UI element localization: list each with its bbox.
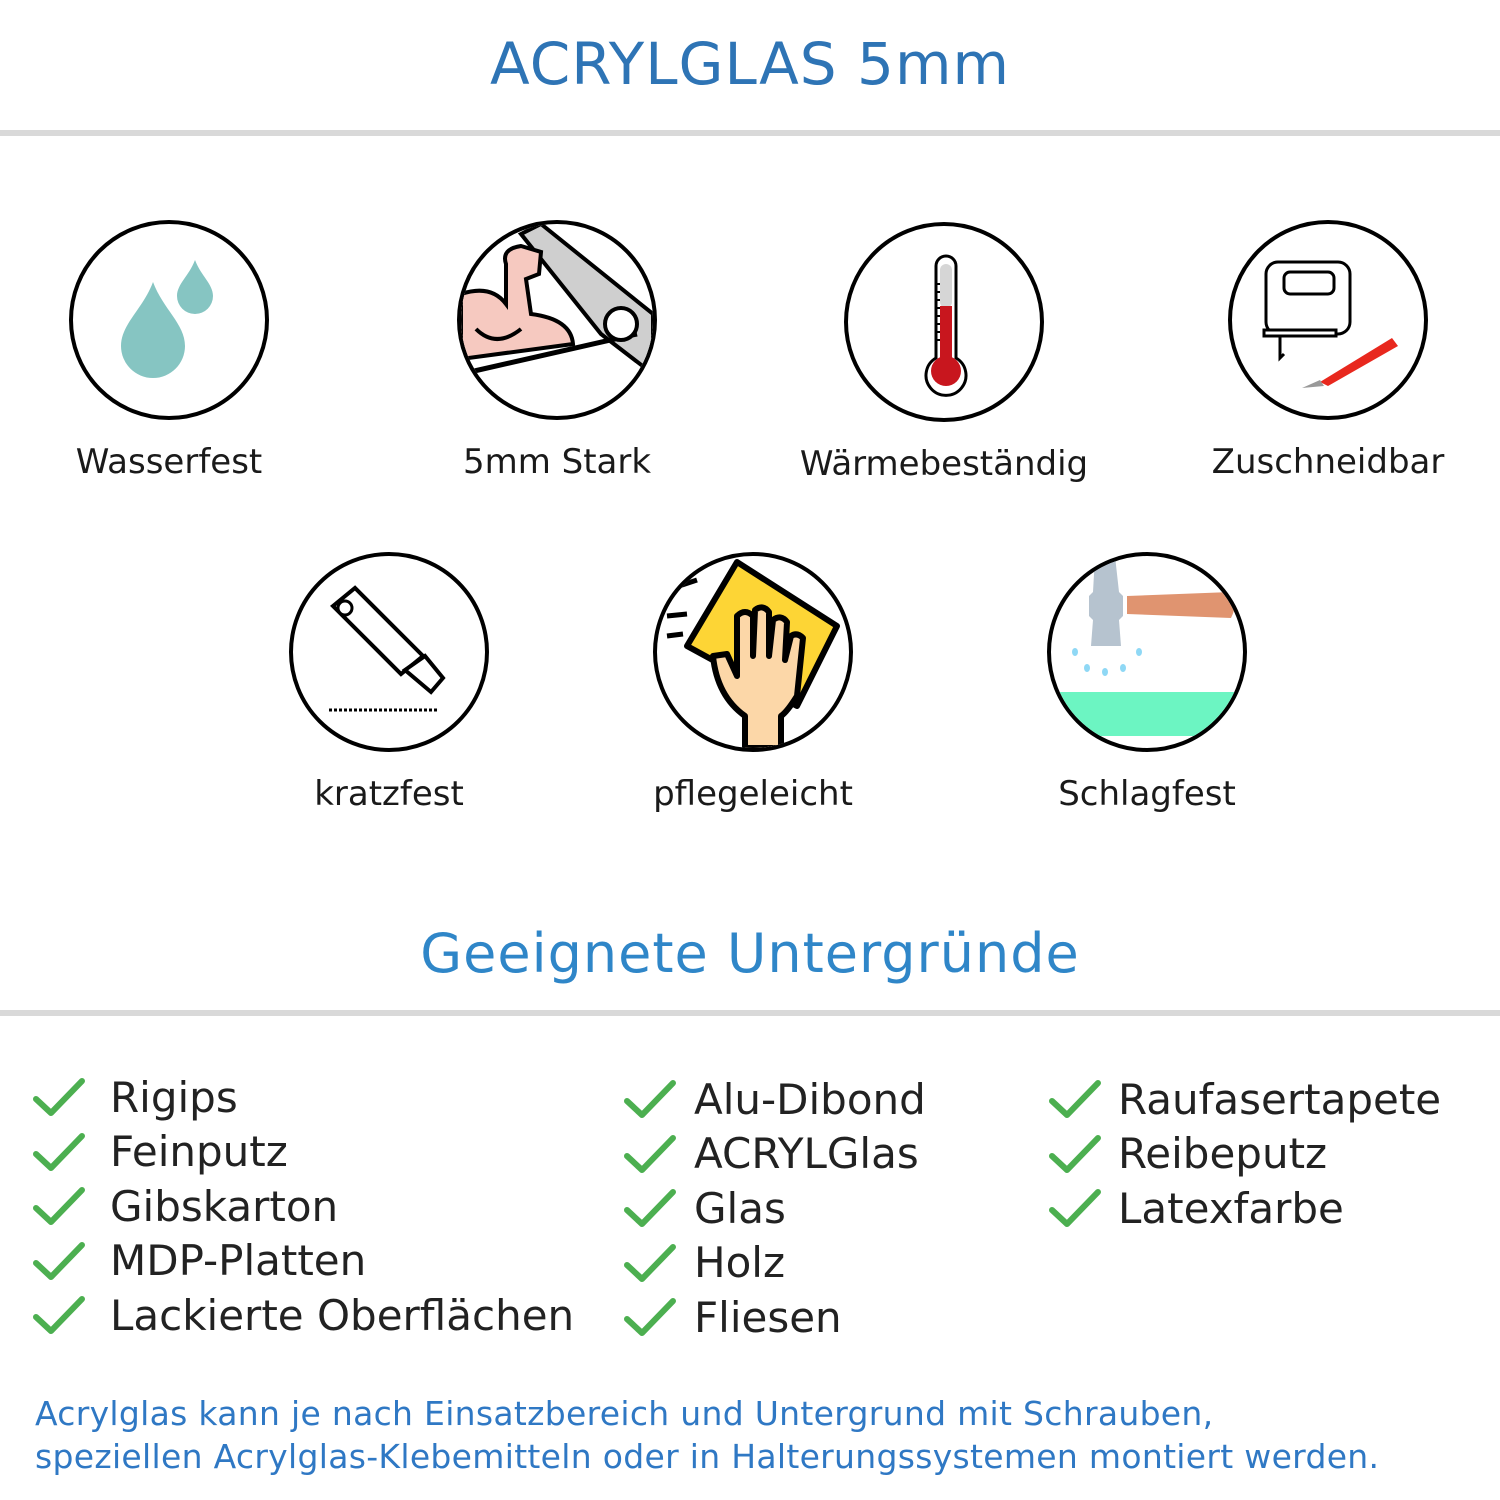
strong-arm-icon bbox=[457, 220, 657, 420]
check-icon bbox=[1049, 1134, 1101, 1174]
feature-schlagfest: Schlagfest bbox=[967, 552, 1327, 814]
list-item: Lackierte Oberflächen bbox=[33, 1288, 574, 1343]
surface-list-3: Raufasertapete Reibeputz Latexfarbe bbox=[1049, 1072, 1441, 1236]
page-title: ACRYLGLAS 5mm bbox=[490, 30, 1010, 98]
utility-knife-icon bbox=[289, 552, 489, 752]
check-icon bbox=[33, 1295, 85, 1335]
feature-label: Zuschneidbar bbox=[1211, 442, 1445, 482]
feature-label: Wärmebeständig bbox=[799, 444, 1089, 484]
feature-label: kratzfest bbox=[314, 774, 464, 814]
divider bbox=[0, 130, 1500, 136]
list-item: MDP-Platten bbox=[33, 1234, 574, 1289]
check-icon bbox=[624, 1243, 676, 1283]
feature-label: Wasserfest bbox=[75, 442, 263, 482]
check-icon bbox=[1049, 1079, 1101, 1119]
feature-label: 5mm Stark bbox=[462, 442, 652, 482]
feature-zuschneidbar: Zuschneidbar bbox=[1148, 220, 1500, 482]
list-item: Holz bbox=[624, 1236, 926, 1291]
check-icon bbox=[624, 1079, 676, 1119]
list-item: Raufasertapete bbox=[1049, 1072, 1441, 1127]
thermometer-icon bbox=[844, 222, 1044, 422]
list-item: Feinputz bbox=[33, 1125, 574, 1180]
section-title: Geeignete Untergründe bbox=[420, 922, 1080, 985]
check-icon bbox=[33, 1077, 85, 1117]
jigsaw-cutter-icon bbox=[1228, 220, 1428, 420]
check-icon bbox=[33, 1241, 85, 1281]
hand-cloth-icon bbox=[653, 552, 853, 752]
feature-kratzfest: kratzfest bbox=[209, 552, 569, 814]
feature-label: pflegeleicht bbox=[653, 774, 853, 814]
feature-pflegeleicht: pflegeleicht bbox=[573, 552, 933, 814]
note-line-1: Acrylglas kann je nach Einsatzbereich un… bbox=[35, 1394, 1214, 1433]
hammer-icon bbox=[1047, 552, 1247, 752]
check-icon bbox=[33, 1186, 85, 1226]
check-icon bbox=[1049, 1188, 1101, 1228]
feature-wasserfest: Wasserfest bbox=[0, 220, 349, 482]
list-item: Gibskarton bbox=[33, 1179, 574, 1234]
check-icon bbox=[624, 1188, 676, 1228]
list-item: Fliesen bbox=[624, 1290, 926, 1345]
list-item: Reibeputz bbox=[1049, 1127, 1441, 1182]
water-drops-icon bbox=[69, 220, 269, 420]
note-line-2: speziellen Acrylglas-Klebemitteln oder i… bbox=[35, 1437, 1380, 1476]
list-item: ACRYLGlas bbox=[624, 1127, 926, 1182]
list-item: Rigips bbox=[33, 1070, 574, 1125]
feature-5mm-stark: 5mm Stark bbox=[377, 220, 737, 482]
divider bbox=[0, 1010, 1500, 1016]
check-icon bbox=[624, 1134, 676, 1174]
surface-list-1: Rigips Feinputz Gibskarton MDP-Platten L… bbox=[33, 1070, 574, 1343]
list-item: Alu-Dibond bbox=[624, 1072, 926, 1127]
feature-label: Schlagfest bbox=[1058, 774, 1236, 814]
check-icon bbox=[624, 1297, 676, 1337]
check-icon bbox=[33, 1132, 85, 1172]
list-item: Glas bbox=[624, 1181, 926, 1236]
list-item: Latexfarbe bbox=[1049, 1181, 1441, 1236]
mounting-note: Acrylglas kann je nach Einsatzbereich un… bbox=[35, 1392, 1379, 1478]
surface-list-2: Alu-Dibond ACRYLGlas Glas Holz Fliesen bbox=[624, 1072, 926, 1345]
feature-waermebestaendig: Wärmebeständig bbox=[764, 222, 1124, 484]
